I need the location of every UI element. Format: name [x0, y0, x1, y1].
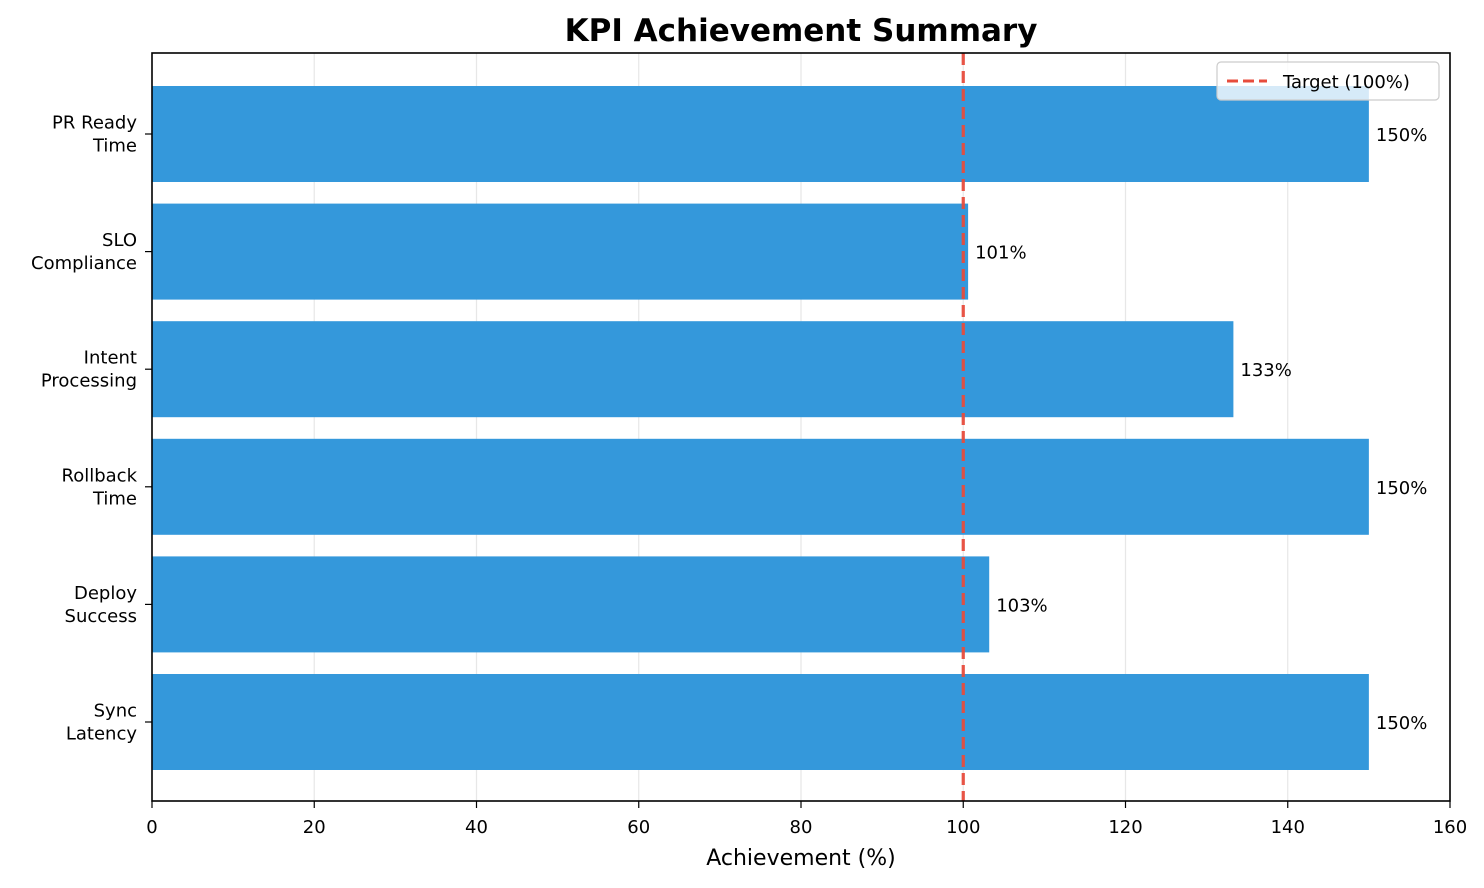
legend: Target (100%) — [1216, 61, 1440, 101]
bar-value-label: 133% — [1240, 360, 1291, 381]
y-tick-label: Latency — [66, 724, 137, 745]
x-tick-label: 40 — [465, 817, 488, 838]
bar — [152, 321, 1234, 418]
y-tick-label: Compliance — [31, 253, 137, 274]
y-axis: PR ReadyTimeSLOComplianceIntentProcessin… — [31, 113, 152, 745]
y-tick-label: Time — [92, 488, 137, 509]
x-tick-label: 100 — [946, 817, 980, 838]
y-tick-label: Success — [65, 606, 137, 627]
legend-box — [1216, 61, 1440, 101]
x-tick-label: 120 — [1108, 817, 1142, 838]
bar-value-label: 150% — [1376, 713, 1427, 734]
y-tick-label: SLO — [102, 230, 137, 251]
bar — [152, 203, 969, 300]
x-axis-label: Achievement (%) — [706, 846, 896, 871]
x-tick-label: 80 — [790, 817, 813, 838]
data-labels: 150% 101% 133% 150% 103% 150% — [975, 125, 1427, 734]
bar — [152, 674, 1369, 770]
bar — [152, 438, 1369, 535]
bar-series — [152, 86, 1369, 770]
bar-value-label: 150% — [1376, 478, 1427, 499]
bar-value-label: 101% — [975, 243, 1026, 264]
y-tick-label: Deploy — [74, 583, 137, 604]
y-tick-label: Sync — [94, 701, 137, 722]
x-tick-label: 160 — [1433, 817, 1467, 838]
bar-value-label: 150% — [1376, 125, 1427, 146]
bar — [152, 556, 990, 653]
y-tick-label: PR Ready — [52, 113, 137, 134]
y-tick-label: Processing — [41, 371, 137, 392]
x-tick-label: 20 — [303, 817, 326, 838]
bar — [152, 86, 1369, 182]
bar-value-label: 103% — [996, 595, 1047, 616]
x-tick-label: 0 — [146, 817, 157, 838]
y-tick-label: Time — [92, 136, 137, 157]
y-tick-label: Rollback — [62, 465, 138, 486]
y-tick-label: Intent — [84, 348, 137, 369]
chart-title: KPI Achievement Summary — [565, 13, 1038, 49]
legend-label-target: Target (100%) — [1282, 72, 1410, 93]
x-tick-label: 140 — [1271, 817, 1305, 838]
x-tick-label: 60 — [627, 817, 650, 838]
x-axis: 0 20 40 60 80 100 120 140 160 — [146, 801, 1467, 838]
